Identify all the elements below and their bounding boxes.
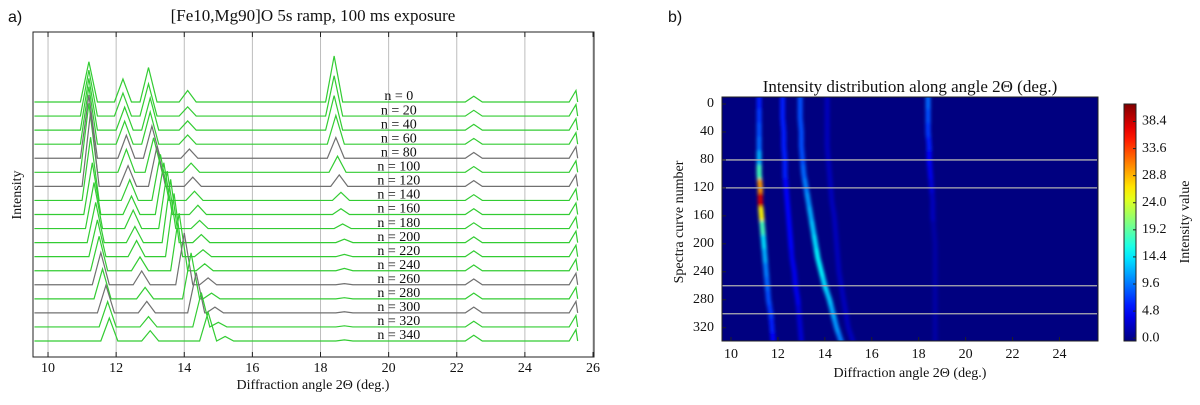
intensity-ridge xyxy=(836,332,844,341)
series-label: n = 160 xyxy=(377,202,420,217)
spectrum-line xyxy=(34,213,579,272)
x-tick-label: 24 xyxy=(518,361,532,376)
series-label: n = 0 xyxy=(384,89,413,104)
y-tick-label: 0 xyxy=(707,96,714,111)
series-label: n = 20 xyxy=(381,103,417,118)
spectrum-line xyxy=(34,111,579,187)
x-tick-label: 20 xyxy=(382,361,396,376)
x-tick-label: 12 xyxy=(771,347,785,362)
x-tick-label: 16 xyxy=(865,347,879,362)
spectrum-line xyxy=(34,137,579,202)
axes-frame xyxy=(721,96,1099,342)
series-label: n = 60 xyxy=(381,131,417,146)
chart-title: [Fe10,Mg90]O 5s ramp, 100 ms exposure xyxy=(171,6,456,25)
x-tick-label: 20 xyxy=(959,347,973,362)
x-axis-label: Diffraction angle 2Θ (deg.) xyxy=(237,378,390,393)
intensity-ridge xyxy=(770,332,776,341)
colorbar-tick-label: 14.4 xyxy=(1142,249,1167,264)
spectrum-line xyxy=(34,55,579,103)
x-tick-label: 14 xyxy=(818,347,832,362)
spectrum-line xyxy=(34,69,579,117)
colorbar-tick-label: 28.8 xyxy=(1142,168,1167,183)
x-tick-label: 22 xyxy=(1006,347,1020,362)
series-label: n = 320 xyxy=(377,314,420,329)
series-label: n = 300 xyxy=(377,300,420,315)
plot-area xyxy=(34,32,594,357)
spectrum-line xyxy=(34,252,579,300)
colorbar-tick-label: 9.6 xyxy=(1142,276,1160,291)
colorbar-tick-label: 0.0 xyxy=(1142,330,1160,345)
series-label: n = 140 xyxy=(377,188,420,203)
x-tick-label: 22 xyxy=(450,361,464,376)
x-tick-label: 16 xyxy=(245,361,259,376)
spectrum-line xyxy=(34,94,579,159)
colorbar-tick-label: 38.4 xyxy=(1142,114,1167,129)
spectrum-line xyxy=(34,170,579,230)
intensity-ridge xyxy=(848,332,856,341)
series-label: n = 180 xyxy=(377,216,420,231)
axes-frame xyxy=(32,31,595,358)
x-tick-label: 24 xyxy=(1052,347,1066,362)
x-axis-label: Diffraction angle 2Θ (deg.) xyxy=(834,366,987,381)
x-tick-label: 12 xyxy=(109,361,123,376)
series-label: n = 340 xyxy=(377,328,420,343)
series-label: n = 80 xyxy=(381,145,417,160)
spectrum-line xyxy=(34,232,579,286)
colorbar xyxy=(1123,103,1137,342)
series-label: n = 100 xyxy=(377,160,420,175)
heatmap-area xyxy=(722,97,1097,341)
series-label: n = 220 xyxy=(377,244,420,259)
spectrum-line xyxy=(34,193,579,258)
heatmap-background xyxy=(722,97,1098,341)
y-axis-label: Spectra curve number xyxy=(672,160,687,283)
x-tick-label: 10 xyxy=(724,347,738,362)
x-tick-label: 26 xyxy=(586,361,600,376)
y-tick-label: 40 xyxy=(700,124,714,139)
y-tick-label: 320 xyxy=(693,320,714,335)
y-tick-label: 240 xyxy=(693,264,714,279)
panel-label: a) xyxy=(8,9,22,26)
colorbar-tick-label: 19.2 xyxy=(1142,222,1167,237)
spectrum-line xyxy=(34,103,579,173)
panel-label: b) xyxy=(668,9,682,26)
x-tick-label: 14 xyxy=(177,361,191,376)
series-label: n = 280 xyxy=(377,286,420,301)
intensity-ridge xyxy=(798,332,804,341)
colorbar-label: Intensity value xyxy=(1178,181,1193,264)
series-label: n = 40 xyxy=(381,117,417,132)
series-label: n = 120 xyxy=(377,174,420,189)
y-tick-label: 200 xyxy=(693,236,714,251)
colorbar-tick-label: 4.8 xyxy=(1142,303,1160,318)
spectrum-line xyxy=(34,292,579,328)
chart-title: Intensity distribution along angle 2Θ (d… xyxy=(763,77,1058,96)
colorbar-tick-label: 24.0 xyxy=(1142,195,1167,210)
spectrum-line xyxy=(34,179,579,244)
series-label: n = 240 xyxy=(377,258,420,273)
spectrum-line xyxy=(34,272,579,314)
x-tick-label: 10 xyxy=(41,361,55,376)
y-tick-label: 280 xyxy=(693,292,714,307)
y-tick-label: 80 xyxy=(700,152,714,167)
series-label: n = 200 xyxy=(377,230,420,245)
spectrum-line xyxy=(34,310,579,342)
y-tick-label: 160 xyxy=(693,208,714,223)
series-label: n = 260 xyxy=(377,272,420,287)
x-tick-label: 18 xyxy=(314,361,328,376)
spectrum-line xyxy=(34,86,579,145)
spectrum-line xyxy=(34,162,579,216)
y-tick-label: 120 xyxy=(693,180,714,195)
y-axis-label: Intensity xyxy=(10,171,25,220)
spectrum-line xyxy=(34,78,579,131)
x-tick-label: 18 xyxy=(912,347,926,362)
colorbar-tick-label: 33.6 xyxy=(1142,141,1167,156)
